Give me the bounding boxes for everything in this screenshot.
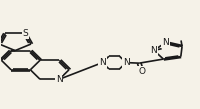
Text: O: O xyxy=(138,66,145,76)
Text: N: N xyxy=(151,46,157,55)
Text: N: N xyxy=(123,58,129,67)
Text: N: N xyxy=(56,75,63,84)
Text: N: N xyxy=(99,58,106,67)
Text: N: N xyxy=(162,38,169,47)
Text: S: S xyxy=(22,29,28,38)
